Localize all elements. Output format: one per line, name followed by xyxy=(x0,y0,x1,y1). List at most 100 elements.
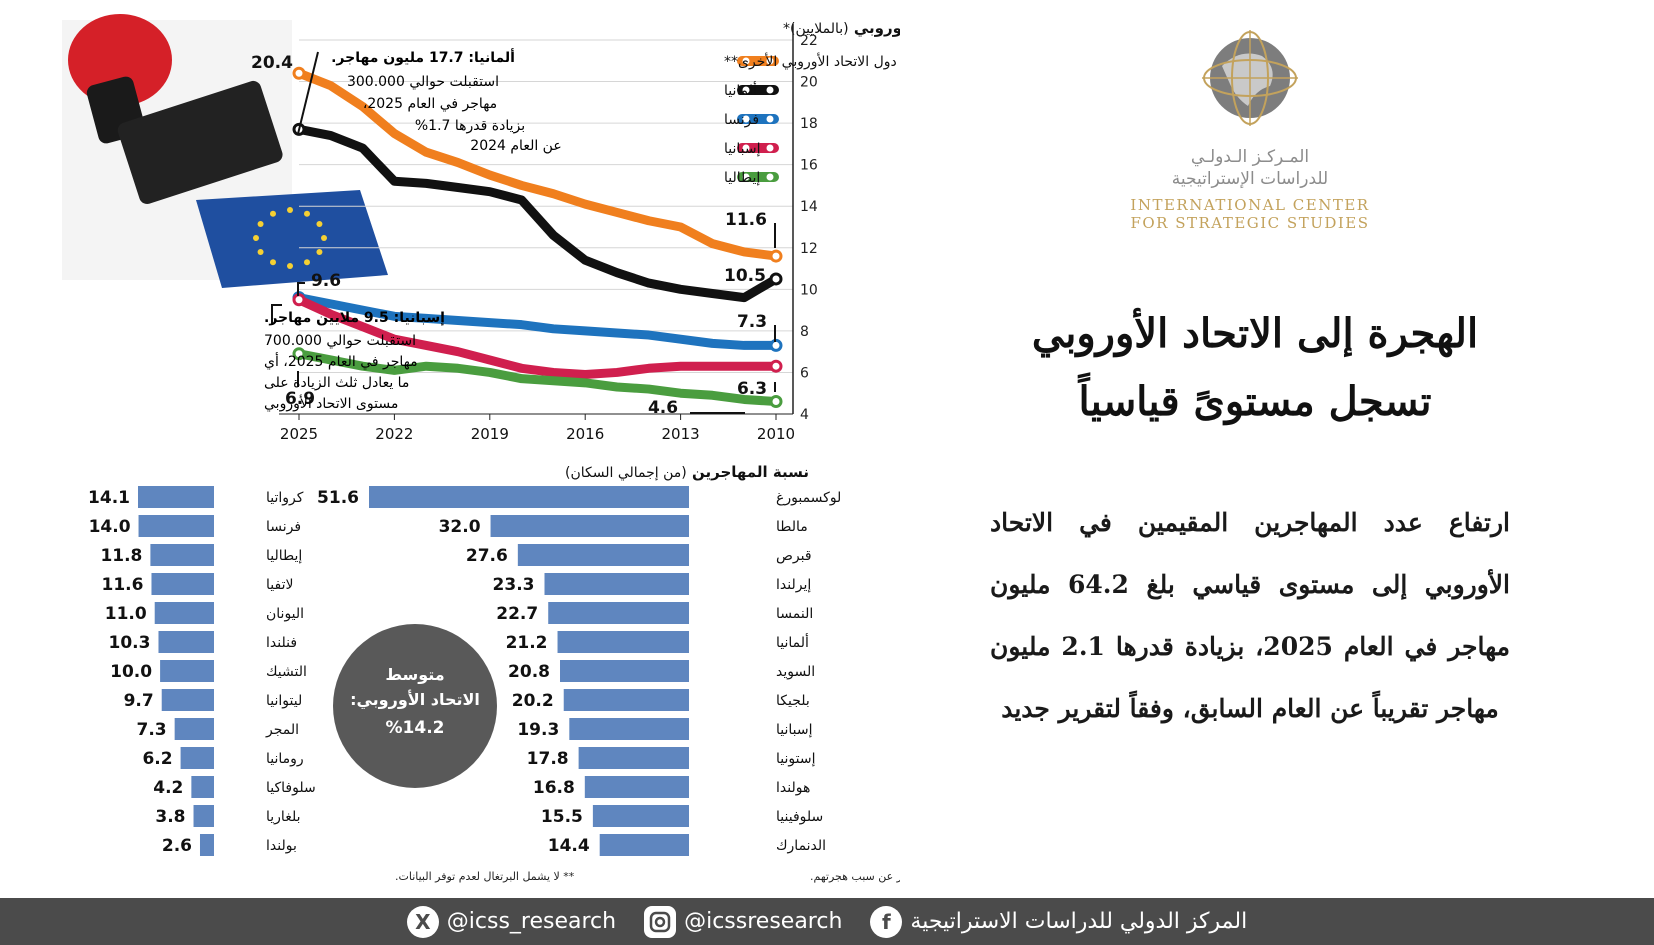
bar xyxy=(174,718,214,740)
bar-value-label: 6.2 xyxy=(142,749,172,769)
legend-label: دول الاتحاد الأوروبي الأخرى** xyxy=(724,52,897,70)
bar-category-label: اليونان xyxy=(266,606,304,622)
footer-facebook-link[interactable]: f المركز الدولي للدراسات الاستراتيجية xyxy=(870,905,1247,938)
bar-value-label: 20.2 xyxy=(512,691,554,711)
y-tick-label: 14 xyxy=(800,199,818,215)
bar-category-label: إيرلندا xyxy=(776,577,811,593)
bar xyxy=(557,631,689,653)
bar-category-label: إيطاليا xyxy=(266,548,302,564)
bar xyxy=(138,515,214,537)
bar-category-label: الدنمارك xyxy=(776,838,826,854)
spain-annotation-line: ما يعادل ثلث الزيادة على xyxy=(264,375,409,391)
bar xyxy=(180,747,214,769)
bar xyxy=(199,834,214,856)
bar-value-label: 16.8 xyxy=(533,778,575,798)
x-tick-label: 2010 xyxy=(757,425,795,443)
bar xyxy=(158,631,214,653)
bar-value-label: 10.3 xyxy=(109,633,151,653)
y-tick-label: 12 xyxy=(800,241,818,257)
icss-logo: المـركـز الـدولـي للدراسات الإستراتيجية … xyxy=(1100,28,1400,232)
value-label: 20.4 xyxy=(251,53,293,73)
bar-value-label: 10.0 xyxy=(110,662,152,682)
bar-value-label: 17.8 xyxy=(527,749,569,769)
legend-dot xyxy=(742,173,750,181)
y-tick-label: 10 xyxy=(800,282,818,298)
series-endpoint xyxy=(769,272,783,286)
series-line xyxy=(294,295,781,380)
series-endpoint xyxy=(292,347,306,361)
page-summary: ارتفاع عدد المهاجرين المقيمين في الاتحاد… xyxy=(990,508,1510,723)
bar-chart-left: كرواتيا 14.1 فرنسا 14.0 إيطاليا 11.8 لاتفيا 11.… xyxy=(88,486,316,856)
bar xyxy=(544,573,689,595)
legend-dot xyxy=(766,144,774,152)
legend-label: إسبانيا xyxy=(724,141,761,157)
legend-dot xyxy=(766,86,774,94)
legend-dot xyxy=(742,86,750,94)
y-tick-label: 20 xyxy=(800,75,818,91)
x-tick-label: 2019 xyxy=(471,425,509,443)
y-tick-label: 4 xyxy=(800,407,809,423)
bar-category-label: التشيك xyxy=(266,664,307,680)
value-label: 9.6 xyxy=(311,271,341,291)
bar-value-label: 9.7 xyxy=(124,691,154,711)
bar xyxy=(490,515,689,537)
footnote-2: ** لا يشمل البرتغال لعدم توفر البيانات. xyxy=(395,870,575,883)
value-label: 10.5 xyxy=(724,266,766,286)
bar-value-label: 2.6 xyxy=(162,836,192,856)
bar xyxy=(517,544,689,566)
series-line xyxy=(294,124,781,303)
spain-annotation-line: مهاجر في العام 2025، أي xyxy=(264,352,418,370)
value-label: 4.6 xyxy=(648,398,678,418)
y-tick-label: 8 xyxy=(800,324,809,340)
x-handle: @icss_research xyxy=(446,909,617,934)
bar-category-label: سلوفينيا xyxy=(776,809,823,825)
bar-category-label: قبرص xyxy=(776,548,812,564)
legend-label: فرنسا xyxy=(724,112,759,128)
series-line xyxy=(294,68,781,261)
bar-value-label: 11.6 xyxy=(102,575,144,595)
bar-chart-right: لوكسمبورغ 51.6 مالطا 32.0 قبرص 27.6 إيرلندا 23.… xyxy=(317,486,841,856)
x-tick-label: 2013 xyxy=(662,425,700,443)
stamp-handle-icon xyxy=(68,14,172,106)
logo-english-line1: INTERNATIONAL CENTER xyxy=(1130,196,1370,214)
bar-value-label: 51.6 xyxy=(317,488,359,508)
germany-annotation: ألمانيا: 17.7 مليون مهاجر. استقبلت حوالي… xyxy=(331,48,562,154)
bar-category-label: مالطا xyxy=(776,519,808,535)
bar xyxy=(154,602,214,624)
globe-logo-icon xyxy=(1202,30,1298,126)
spain-annotation-line: مستوى الاتحاد الأوروبي xyxy=(264,394,398,412)
bar xyxy=(584,776,689,798)
bar-value-label: 4.2 xyxy=(153,778,183,798)
eu-average-badge: متوسط الاتحاد الأوروبي: %14.2 xyxy=(333,624,497,788)
bar-value-label: 22.7 xyxy=(496,604,538,624)
germany-annotation-line: عن العام 2024 xyxy=(470,138,561,154)
bar xyxy=(193,805,214,827)
page-headline: الهجرة إلى الاتحاد الأوروبي تسجل مستوىً … xyxy=(960,300,1550,436)
logo-arabic-line1: المـركـز الـدولـي xyxy=(1190,147,1310,167)
x-tick-label: 2016 xyxy=(566,425,604,443)
value-label: 6.9 xyxy=(285,389,315,409)
y-tick-label: 22 xyxy=(800,33,818,49)
bar xyxy=(569,718,689,740)
bar-category-label: المجر xyxy=(265,722,299,738)
footer-instagram-link[interactable]: @icssresearch xyxy=(644,905,842,938)
bar-category-label: بلغاريا xyxy=(266,809,300,825)
footer-x-link[interactable]: X @icss_research xyxy=(406,905,617,938)
footnote-1: * يُعرَّف المهاجرون بأنهم الأفراد المولو… xyxy=(810,868,900,883)
bar-category-label: فنلندا xyxy=(266,635,297,651)
eu-flag-icon xyxy=(196,190,388,288)
spain-annotation-title: إسبانيا: 9.5 ملايين مهاجر. xyxy=(264,310,445,326)
legend-dot xyxy=(742,115,750,123)
bar-value-label: 23.3 xyxy=(493,575,535,595)
x-twitter-icon: X xyxy=(406,905,439,938)
legend-dot xyxy=(742,144,750,152)
bar-value-label: 11.0 xyxy=(105,604,147,624)
series-endpoint xyxy=(769,249,783,263)
bar-category-label: لوكسمبورغ xyxy=(776,490,841,506)
bar xyxy=(161,689,214,711)
bar-category-label: ليتوانيا xyxy=(266,693,302,709)
bar-value-label: 20.8 xyxy=(508,662,550,682)
legend-label: إيطاليا xyxy=(724,170,760,186)
bar-value-label: 14.0 xyxy=(89,517,131,537)
y-tick-label: 6 xyxy=(800,365,809,381)
